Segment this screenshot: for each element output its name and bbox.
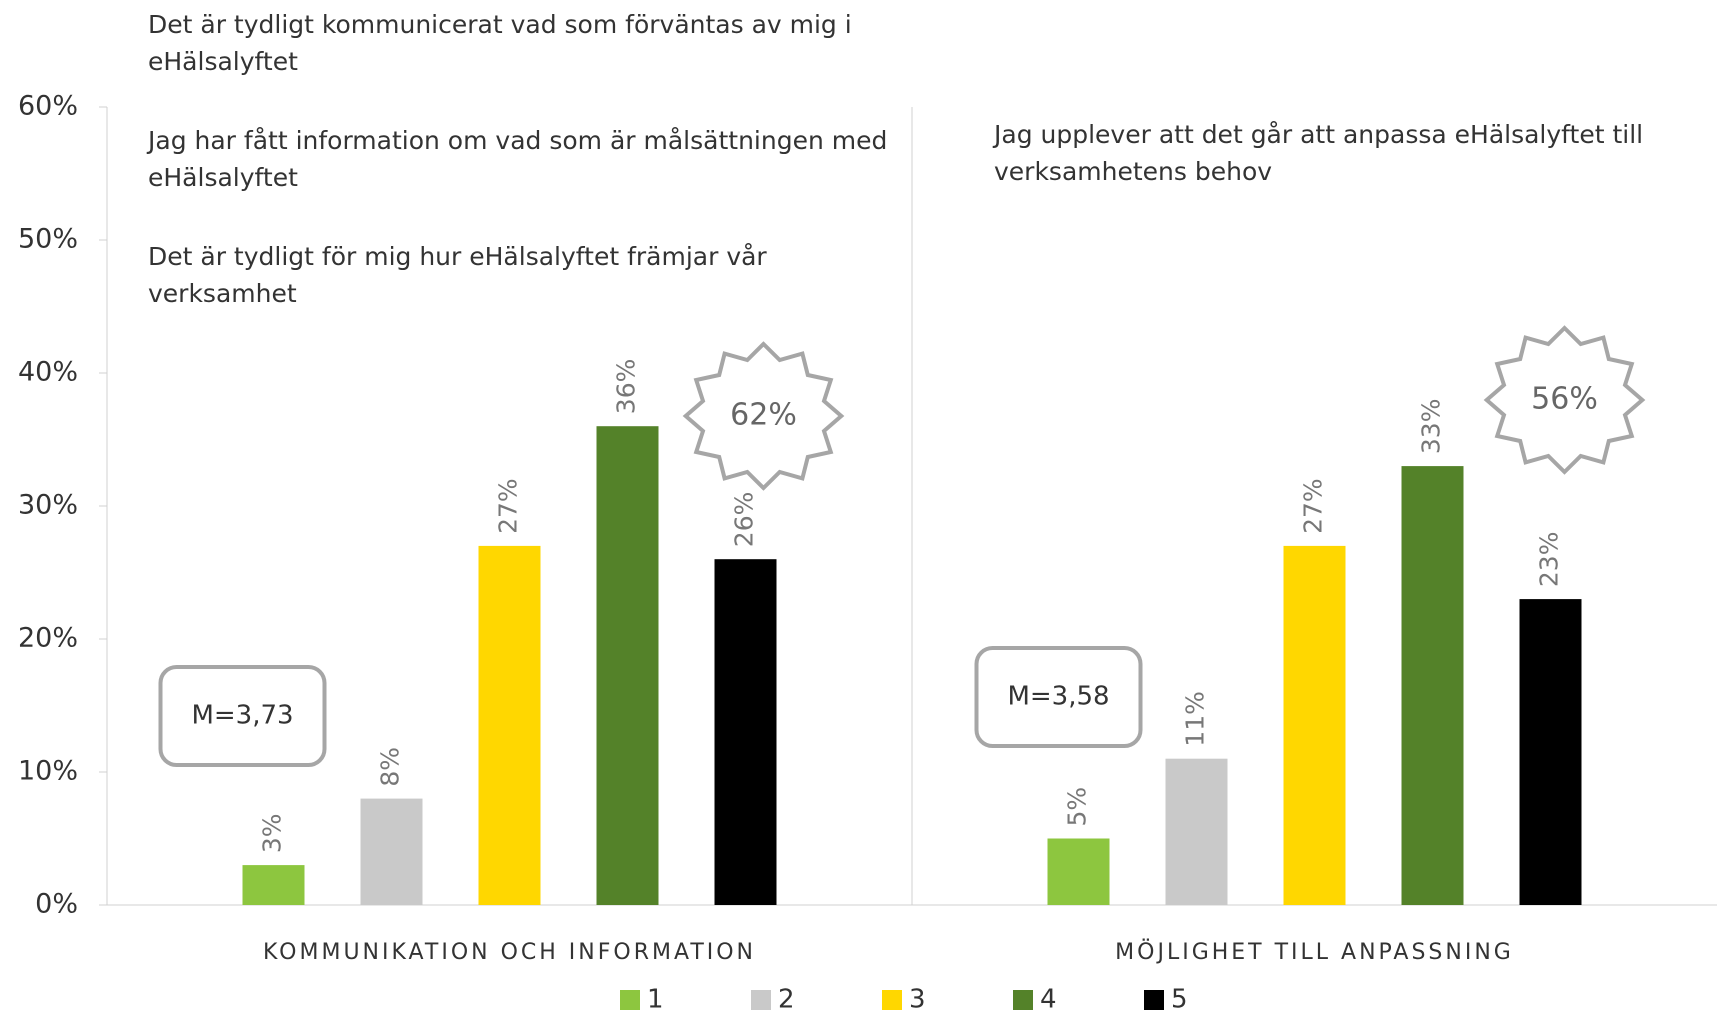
mean-label: M=3,58 <box>1007 682 1109 712</box>
y-tick-label: 10% <box>18 756 78 787</box>
value-label: 33% <box>1417 399 1446 455</box>
top-two-label: 62% <box>730 398 797 433</box>
value-label: 8% <box>376 747 405 787</box>
bar <box>1047 838 1110 905</box>
legend-swatch <box>751 990 771 1010</box>
bar <box>1519 599 1582 905</box>
bar <box>1283 545 1346 905</box>
value-label: 27% <box>494 478 523 534</box>
starburst <box>1483 325 1646 475</box>
bar <box>242 865 305 905</box>
bar <box>1401 466 1464 905</box>
statement: Det är tydligt kommunicerat vad som förv… <box>148 10 852 76</box>
statement: Det är tydligt för mig hur eHälsalyftet … <box>148 242 767 308</box>
legend-swatch <box>1144 990 1164 1010</box>
bar <box>596 426 659 905</box>
bar <box>714 559 777 905</box>
y-tick-label: 50% <box>18 224 78 255</box>
mean-box <box>974 646 1143 748</box>
y-tick-label: 30% <box>18 490 78 521</box>
statement: Jag har fått information om vad som är m… <box>148 126 888 192</box>
value-label: 3% <box>258 813 287 853</box>
y-tick-label: 0% <box>35 889 78 920</box>
bar <box>478 545 541 905</box>
value-label: 36% <box>612 359 641 415</box>
mean-box <box>158 665 327 767</box>
value-label: 11% <box>1181 691 1210 747</box>
legend-label: 1 <box>647 985 664 1015</box>
x-tick-label: KOMMUNIKATION OCH INFORMATION <box>263 940 756 965</box>
y-tick-label: 60% <box>18 91 78 122</box>
value-label: 5% <box>1063 787 1092 827</box>
x-tick-label: MÖJLIGHET TILL ANPASSNING <box>1115 939 1514 965</box>
starburst <box>682 341 845 491</box>
value-label: 23% <box>1535 532 1564 588</box>
mean-label: M=3,73 <box>191 701 293 731</box>
y-tick-label: 20% <box>18 623 78 654</box>
statement-list: Det är tydligt kommunicerat vad som förv… <box>148 6 888 354</box>
bar <box>360 798 423 905</box>
legend-swatch <box>620 990 640 1010</box>
y-tick-label: 40% <box>18 357 78 388</box>
statement-list: Jag upplever att det går att anpassa eHä… <box>994 116 1717 232</box>
statement: Jag upplever att det går att anpassa eHä… <box>994 120 1644 186</box>
legend-label: 5 <box>1171 985 1188 1015</box>
legend-label: 2 <box>778 985 795 1015</box>
legend-swatch <box>882 990 902 1010</box>
bar <box>1165 758 1228 905</box>
value-label: 26% <box>730 492 759 548</box>
legend-swatch <box>1013 990 1033 1010</box>
legend-label: 3 <box>909 985 926 1015</box>
legend-label: 4 <box>1040 985 1057 1015</box>
value-label: 27% <box>1299 478 1328 534</box>
top-two-label: 56% <box>1531 382 1598 417</box>
